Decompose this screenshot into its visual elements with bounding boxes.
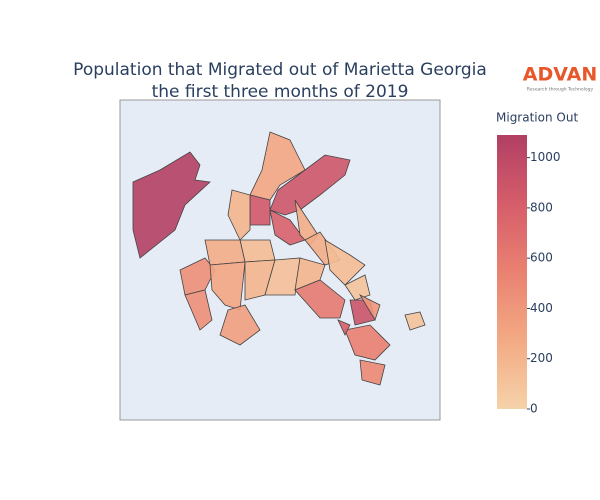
colorbar-title: Migration Out [496, 111, 578, 125]
region [358, 294, 381, 321]
region [337, 319, 351, 336]
region [219, 304, 261, 346]
logo: ADVAN [523, 64, 598, 86]
colorbar [497, 135, 527, 409]
region [184, 289, 213, 331]
colorbar-tick-label: 800 [530, 200, 553, 214]
region [249, 131, 306, 201]
colorbar-tick-label: 0 [530, 402, 538, 416]
chart-title: the first three months of 2019 [152, 82, 409, 102]
region [344, 274, 371, 301]
region [264, 257, 301, 296]
region [132, 151, 211, 259]
region [209, 261, 246, 311]
region [269, 154, 351, 216]
logo-tagline: Research through Technology [527, 87, 594, 93]
colorbar-tick-label: 200 [530, 351, 553, 365]
region [249, 194, 271, 226]
region [344, 324, 391, 361]
region [179, 257, 216, 296]
region [359, 359, 386, 386]
colorbar-tick-label: 400 [530, 301, 553, 315]
colorbar-tick-label: 1000 [530, 150, 561, 164]
chart-title: Population that Migrated out of Marietta… [73, 60, 487, 80]
regions [132, 131, 426, 386]
region [269, 209, 306, 246]
region [239, 239, 276, 263]
region [227, 189, 251, 241]
region [324, 239, 366, 286]
region [294, 279, 346, 319]
colorbar-tick-label: 600 [530, 251, 553, 265]
region [204, 239, 246, 266]
region [404, 311, 426, 331]
